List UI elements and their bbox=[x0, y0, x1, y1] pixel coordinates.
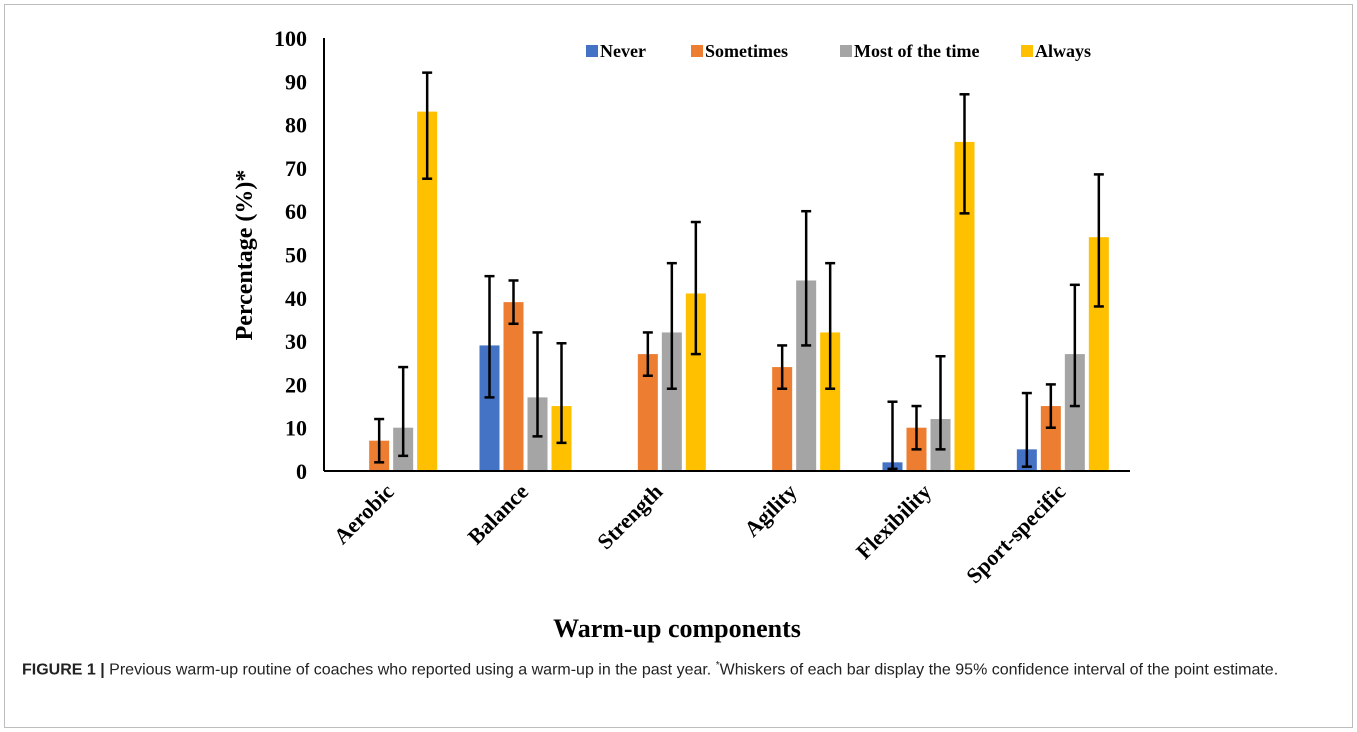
bar bbox=[479, 345, 500, 471]
caption-footnote-marker: * bbox=[715, 660, 720, 671]
x-tick-label: Sport-specific bbox=[961, 479, 1070, 588]
x-tick-label: Flexibility bbox=[851, 479, 936, 564]
legend-label: Sometimes bbox=[705, 41, 788, 61]
bar bbox=[685, 293, 706, 471]
bar bbox=[954, 141, 975, 472]
bar bbox=[1040, 406, 1061, 471]
chart: 0 10 20 30 40 50 60 70 80 90 100 Aerobic Balance Str… bbox=[232, 26, 1130, 643]
legend-label: Most of the time bbox=[854, 41, 979, 61]
error-bars bbox=[374, 71, 1104, 471]
figure-caption: FIGURE 1 | Previous warm-up routine of c… bbox=[22, 654, 1342, 682]
y-tick-label: 90 bbox=[285, 69, 307, 94]
bar bbox=[503, 302, 524, 471]
bar bbox=[661, 332, 682, 471]
bar bbox=[1088, 237, 1109, 471]
y-tick-label: 50 bbox=[285, 243, 307, 268]
y-tick-label: 70 bbox=[285, 156, 307, 181]
bar bbox=[637, 354, 658, 471]
legend-swatch bbox=[1021, 45, 1033, 57]
x-tick-label: Strength bbox=[592, 479, 667, 554]
y-tick-label: 60 bbox=[285, 199, 307, 224]
y-tick-label: 30 bbox=[285, 329, 307, 354]
legend-label: Never bbox=[600, 41, 646, 61]
x-tick-label: Aerobic bbox=[329, 479, 399, 549]
y-tick-label: 10 bbox=[285, 416, 307, 441]
legend-label: Always bbox=[1035, 41, 1091, 61]
legend: Never Sometimes Most of the time Always bbox=[586, 41, 1091, 61]
y-tick-label: 0 bbox=[296, 459, 307, 484]
bars bbox=[369, 111, 1109, 472]
bar bbox=[820, 332, 841, 471]
legend-swatch bbox=[586, 45, 598, 57]
y-axis-title: Percentage (%)* bbox=[232, 170, 258, 341]
y-tick-label: 20 bbox=[285, 372, 307, 397]
bar bbox=[417, 111, 438, 472]
x-tick-label: Agility bbox=[739, 479, 802, 542]
caption-label: FIGURE 1 | bbox=[22, 661, 105, 679]
y-tick-label: 100 bbox=[274, 26, 307, 51]
bar bbox=[796, 280, 817, 471]
x-axis-title: Warm-up components bbox=[553, 614, 801, 643]
legend-swatch bbox=[840, 45, 852, 57]
y-tick-label: 80 bbox=[285, 113, 307, 138]
y-tick-label: 40 bbox=[285, 286, 307, 311]
x-tick-label: Balance bbox=[463, 479, 534, 550]
caption-text-before: Previous warm-up routine of coaches who … bbox=[104, 661, 716, 679]
bar bbox=[772, 367, 793, 471]
x-axis-tick-labels: Aerobic Balance Strength Agility Flexibility… bbox=[329, 479, 1071, 588]
legend-swatch bbox=[691, 45, 703, 57]
bar bbox=[1064, 354, 1085, 471]
caption-text-after: Whiskers of each bar display the 95% con… bbox=[719, 661, 1279, 679]
y-axis-ticks: 0 10 20 30 40 50 60 70 80 90 100 bbox=[274, 26, 307, 484]
